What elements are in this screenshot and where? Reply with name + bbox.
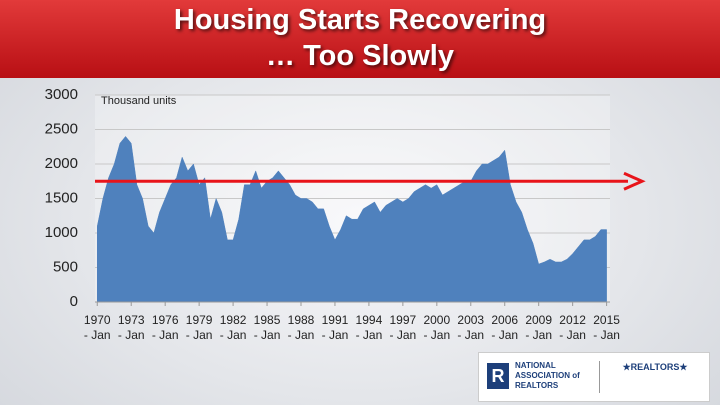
logo-mark: R [487,363,509,389]
x-tick-label: 1985 - Jan [253,313,281,342]
y-tick-label: 500 [53,258,78,275]
x-tick-label: 2006 - Jan [491,313,519,342]
x-tick-label: 1988 - Jan [287,313,315,342]
y-tick-label: 2000 [45,155,78,172]
x-tick-label: 2000 - Jan [423,313,451,342]
x-tick-label: 1994 - Jan [355,313,383,342]
logo: R NATIONAL ASSOCIATION of REALTORS ★REAL… [478,352,710,402]
unit-label: Thousand units [101,95,177,107]
chart-title: Housing Starts Recovering … Too Slowly [173,4,547,72]
x-tick-label: 1976 - Jan [151,313,179,342]
x-tick-label: 2015 - Jan [593,313,620,342]
x-tick-label: 2012 - Jan [559,313,586,342]
x-tick-label: 1973 - Jan [117,313,145,342]
x-tick-label: 1970 - Jan [83,313,111,342]
logo-separator [599,361,600,393]
y-tick-label: 3000 [45,86,78,103]
x-tick-label: 1997 - Jan [389,313,417,342]
y-tick-label: 2500 [45,120,78,137]
y-tick-label: 1500 [45,189,78,206]
logo-text: ★REALTORS★ [622,362,688,372]
x-tick-label: 2009 - Jan [525,313,553,342]
x-tick-label: 2003 - Jan [457,313,485,342]
x-tick-label: 1982 - Jan [219,313,247,342]
x-tick-label: 1979 - Jan [185,313,213,342]
logo-text: NATIONAL ASSOCIATION of REALTORS [515,361,580,390]
y-tick-label: 0 [70,293,78,310]
title-banner [0,0,720,78]
area [97,136,607,303]
x-tick-label: 1991 - Jan [321,313,349,342]
reference-arrowhead [623,171,646,191]
y-tick-label: 1000 [45,224,78,241]
